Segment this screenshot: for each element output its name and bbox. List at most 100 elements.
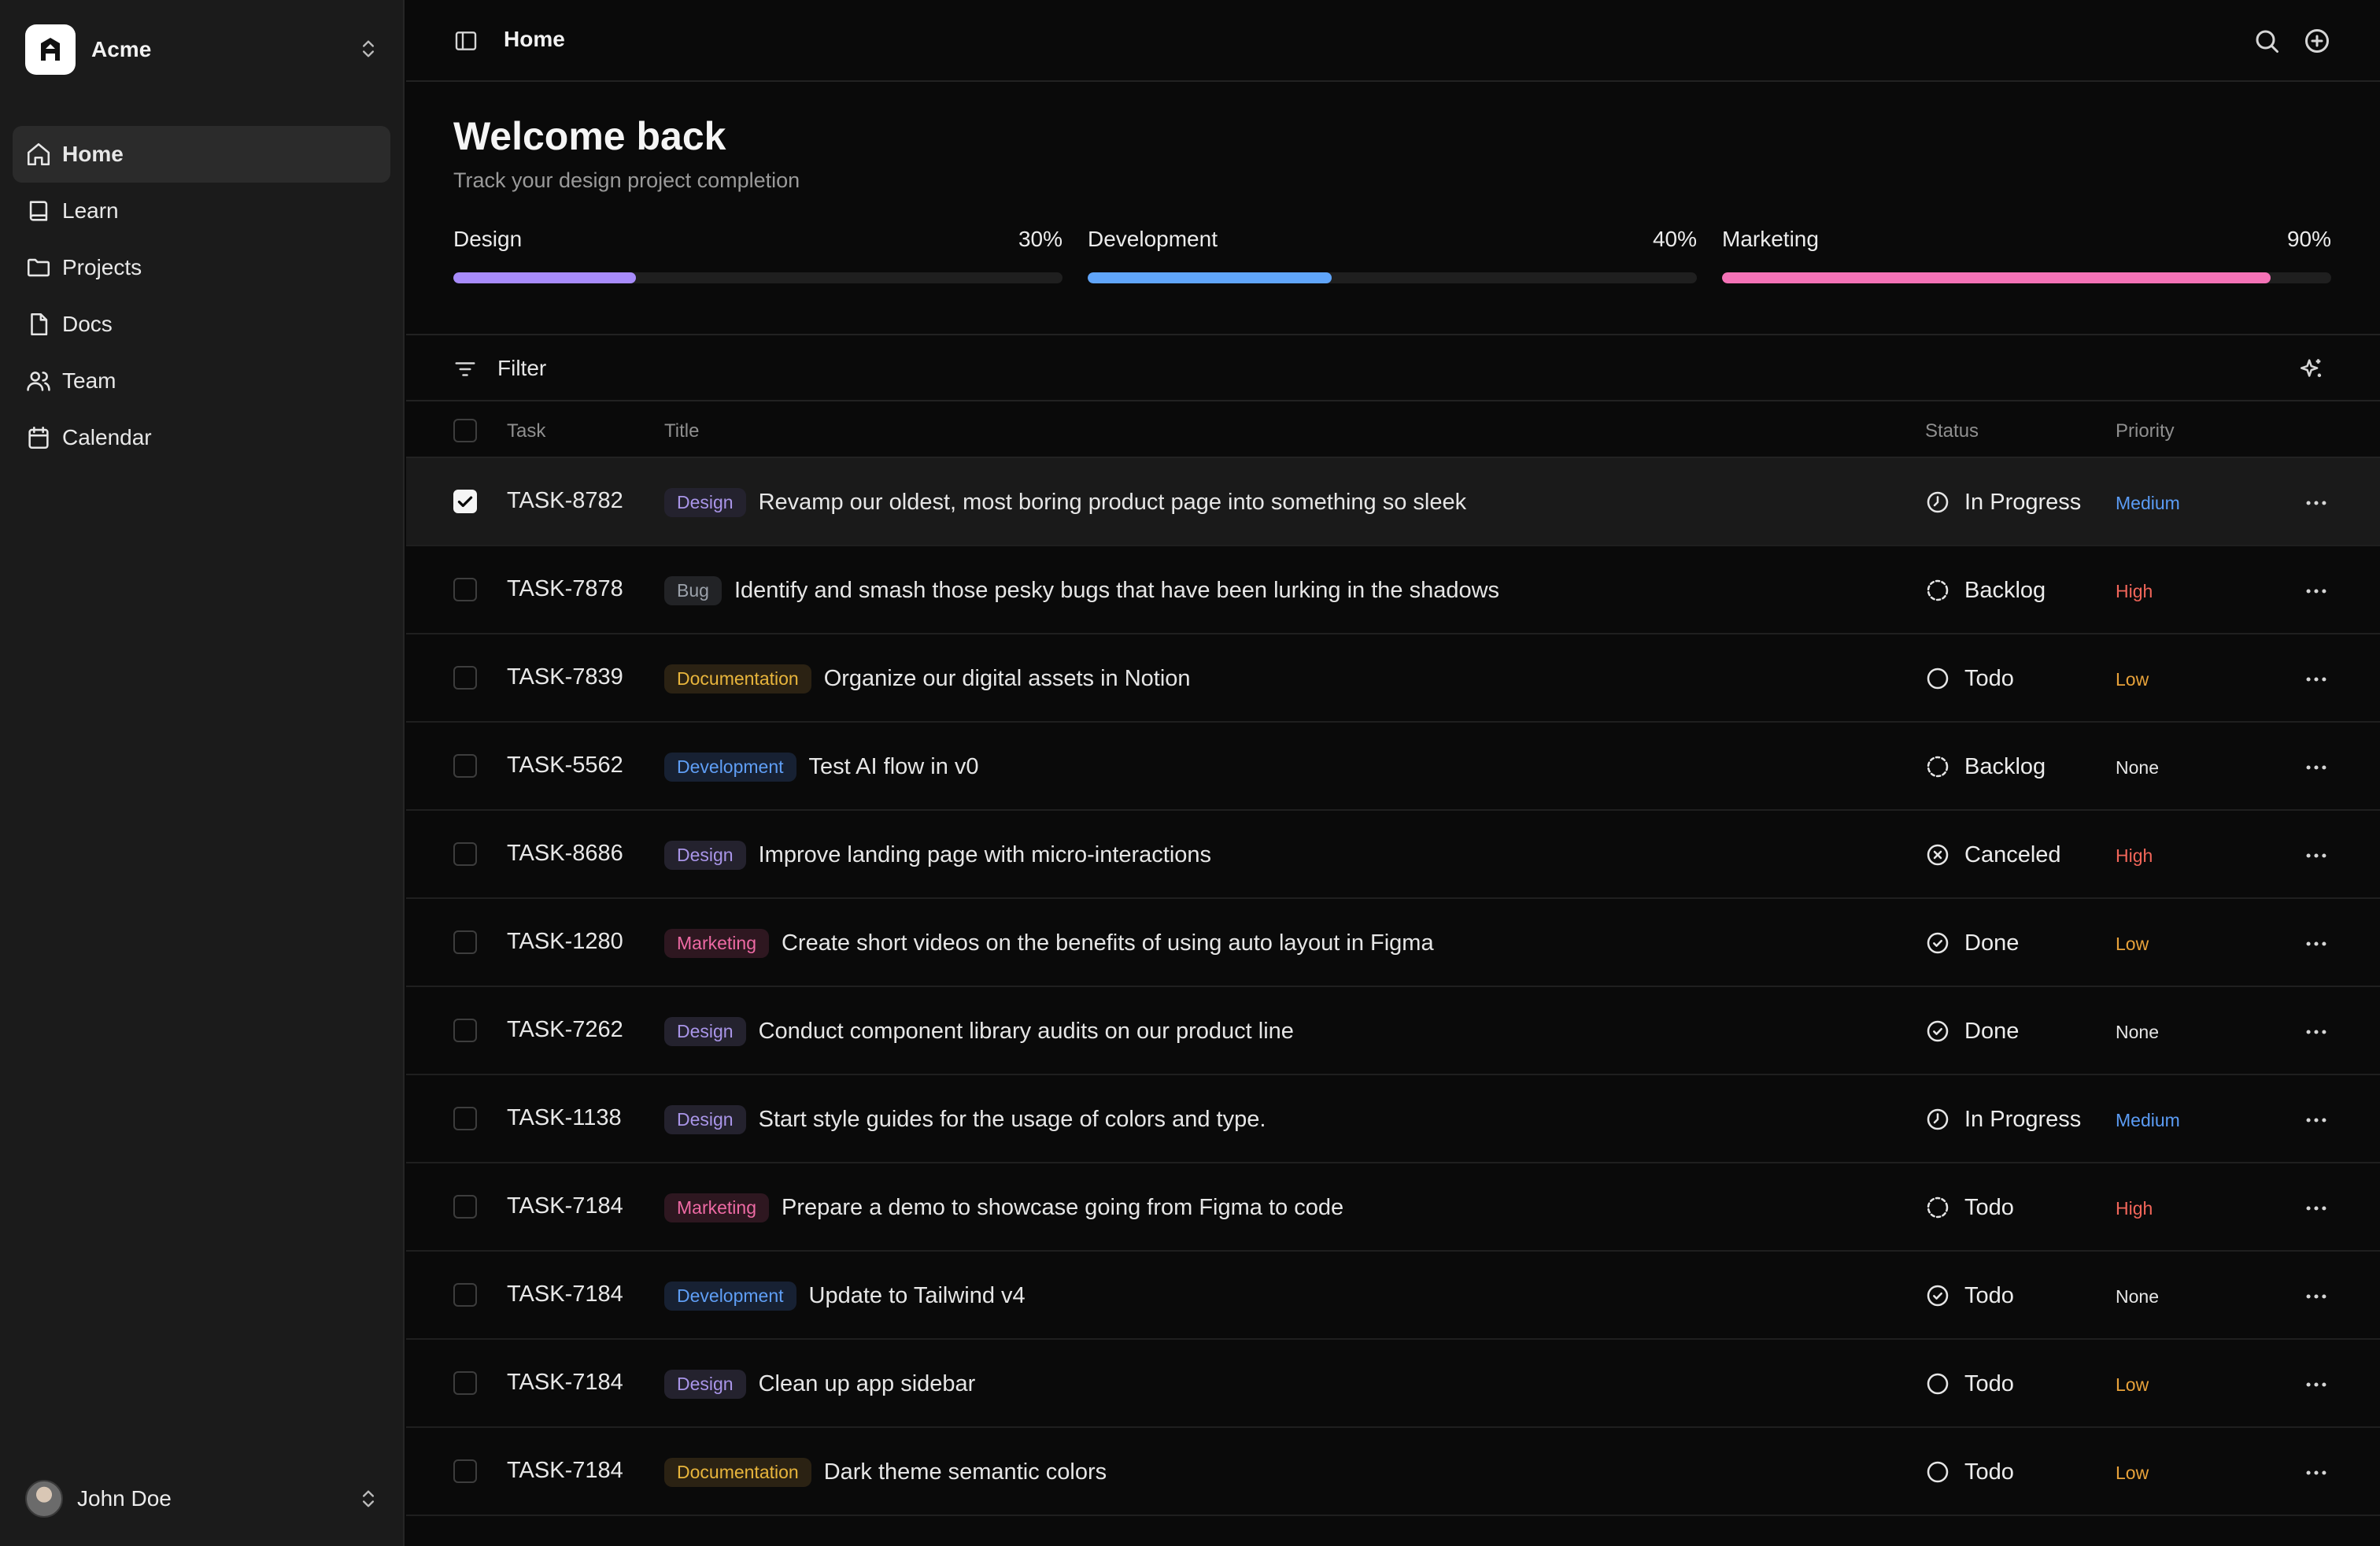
row-checkbox[interactable] [453,490,477,513]
column-header-task[interactable]: Task [507,420,546,442]
row-checkbox[interactable] [453,930,477,954]
task-id[interactable]: TASK-5562 [507,753,623,778]
task-id[interactable]: TASK-7184 [507,1458,623,1483]
table-row[interactable]: TASK-7262 Design Conduct component library… [406,987,2380,1075]
table-row[interactable]: TASK-8686 Design Improve landing page with… [406,811,2380,899]
task-title[interactable]: Clean up app sidebar [758,1370,976,1396]
workspace-switcher[interactable]: Acme [25,24,379,76]
task-priority[interactable]: None [2116,1022,2159,1042]
row-checkbox[interactable] [453,1195,477,1219]
more-horizontal-icon[interactable] [2303,1019,2330,1045]
sidebar-toggle-icon[interactable] [453,28,479,54]
task-priority[interactable]: None [2116,1286,2159,1307]
task-priority[interactable]: Low [2116,1374,2149,1395]
task-id[interactable]: TASK-8782 [507,488,623,513]
more-horizontal-icon[interactable] [2303,1371,2330,1398]
task-id[interactable]: TASK-1280 [507,929,623,954]
more-horizontal-icon[interactable] [2303,578,2330,605]
more-horizontal-icon[interactable] [2303,754,2330,781]
task-title[interactable]: Test AI flow in v0 [808,753,979,779]
row-checkbox[interactable] [453,754,477,778]
task-title[interactable]: Improve landing page with micro-interact… [758,841,1212,867]
table-row[interactable]: TASK-1138 Design Start style guides for th… [406,1075,2380,1163]
more-horizontal-icon[interactable] [2303,1107,2330,1134]
task-title[interactable]: Conduct component library audits on our … [758,1018,1294,1044]
column-header-title[interactable]: Title [664,420,700,442]
more-horizontal-icon[interactable] [2303,490,2330,516]
table-row[interactable]: TASK-7184 Development Update to Tailwind v… [406,1252,2380,1340]
table-row[interactable]: TASK-5562 Development Test AI flow in v0 Ba… [406,723,2380,811]
table-row[interactable]: TASK-7184 Design Clean up app sidebar Todo L… [406,1340,2380,1428]
task-priority[interactable]: Medium [2116,493,2180,513]
task-status[interactable]: In Progress [1925,486,2081,518]
table-row[interactable]: TASK-7839 Documentation Organize our digit… [406,634,2380,723]
table-row[interactable]: TASK-7184 Documentation Dark theme semanti… [406,1428,2380,1516]
more-horizontal-icon[interactable] [2303,666,2330,693]
task-status[interactable]: Backlog [1925,751,2046,782]
plus-circle-icon[interactable] [2303,27,2331,55]
task-title[interactable]: Create short videos on the benefits of u… [781,930,1434,956]
column-header-status[interactable]: Status [1925,420,1979,442]
sidebar-item-learn[interactable]: Learn [13,183,390,239]
task-id[interactable]: TASK-7184 [507,1370,623,1395]
task-priority[interactable]: Low [2116,1463,2149,1483]
task-status[interactable]: Done [1925,927,2019,959]
task-status[interactable]: Backlog [1925,575,2046,606]
row-checkbox[interactable] [453,1107,477,1130]
task-priority[interactable]: High [2116,581,2153,601]
sidebar-item-team[interactable]: Team [13,353,390,409]
sidebar-item-projects[interactable]: Projects [13,239,390,296]
task-id[interactable]: TASK-1138 [507,1105,622,1130]
task-title[interactable]: Start style guides for the usage of colo… [758,1106,1266,1132]
sparkles-icon[interactable] [2298,356,2325,383]
row-checkbox[interactable] [453,578,477,601]
row-checkbox[interactable] [453,1283,477,1307]
task-status[interactable]: Todo [1925,1456,2014,1488]
more-horizontal-icon[interactable] [2303,1283,2330,1310]
sidebar-item-docs[interactable]: Docs [13,296,390,353]
task-id[interactable]: TASK-7839 [507,664,623,690]
task-id[interactable]: TASK-7184 [507,1282,623,1307]
sidebar-item-home[interactable]: Home [13,126,390,183]
table-row[interactable]: TASK-8782 Design Revamp our oldest, most b… [406,458,2380,546]
task-status[interactable]: Todo [1925,1368,2014,1400]
select-all-checkbox[interactable] [453,419,477,442]
task-status[interactable]: Todo [1925,1192,2014,1223]
task-priority[interactable]: None [2116,757,2159,778]
filter-button[interactable]: Filter [497,356,547,380]
task-status[interactable]: Todo [1925,663,2014,694]
task-priority[interactable]: High [2116,845,2153,866]
sidebar-item-calendar[interactable]: Calendar [13,409,390,466]
task-title[interactable]: Update to Tailwind v4 [808,1282,1026,1308]
column-header-priority[interactable]: Priority [2116,420,2175,442]
task-status[interactable]: Todo [1925,1280,2014,1311]
task-priority[interactable]: Low [2116,669,2149,690]
task-id[interactable]: TASK-7262 [507,1017,623,1042]
task-priority[interactable]: Low [2116,934,2149,954]
table-row[interactable]: TASK-7878 Bug Identify and smash those pes… [406,546,2380,634]
row-checkbox[interactable] [453,666,477,690]
more-horizontal-icon[interactable] [2303,1195,2330,1222]
task-id[interactable]: TASK-8686 [507,841,623,866]
task-status[interactable]: Canceled [1925,839,2061,871]
task-id[interactable]: TASK-7184 [507,1193,623,1219]
task-priority[interactable]: Medium [2116,1110,2180,1130]
task-status[interactable]: Done [1925,1015,2019,1047]
task-status[interactable]: In Progress [1925,1104,2081,1135]
task-title[interactable]: Prepare a demo to showcase going from Fi… [781,1194,1344,1220]
more-horizontal-icon[interactable] [2303,930,2330,957]
task-priority[interactable]: High [2116,1198,2153,1219]
row-checkbox[interactable] [453,1371,477,1395]
more-horizontal-icon[interactable] [2303,1459,2330,1486]
task-title[interactable]: Organize our digital assets in Notion [823,665,1191,691]
row-checkbox[interactable] [453,1019,477,1042]
more-horizontal-icon[interactable] [2303,842,2330,869]
task-title[interactable]: Identify and smash those pesky bugs that… [734,577,1500,603]
task-title[interactable]: Revamp our oldest, most boring product p… [758,489,1467,515]
table-row[interactable]: TASK-7184 Marketing Prepare a demo to show… [406,1163,2380,1252]
user-menu[interactable]: John Doe [25,1478,379,1519]
table-row[interactable]: TASK-1280 Marketing Create short videos on… [406,899,2380,987]
row-checkbox[interactable] [453,842,477,866]
search-icon[interactable] [2252,27,2281,55]
task-title[interactable]: Dark theme semantic colors [823,1459,1107,1485]
